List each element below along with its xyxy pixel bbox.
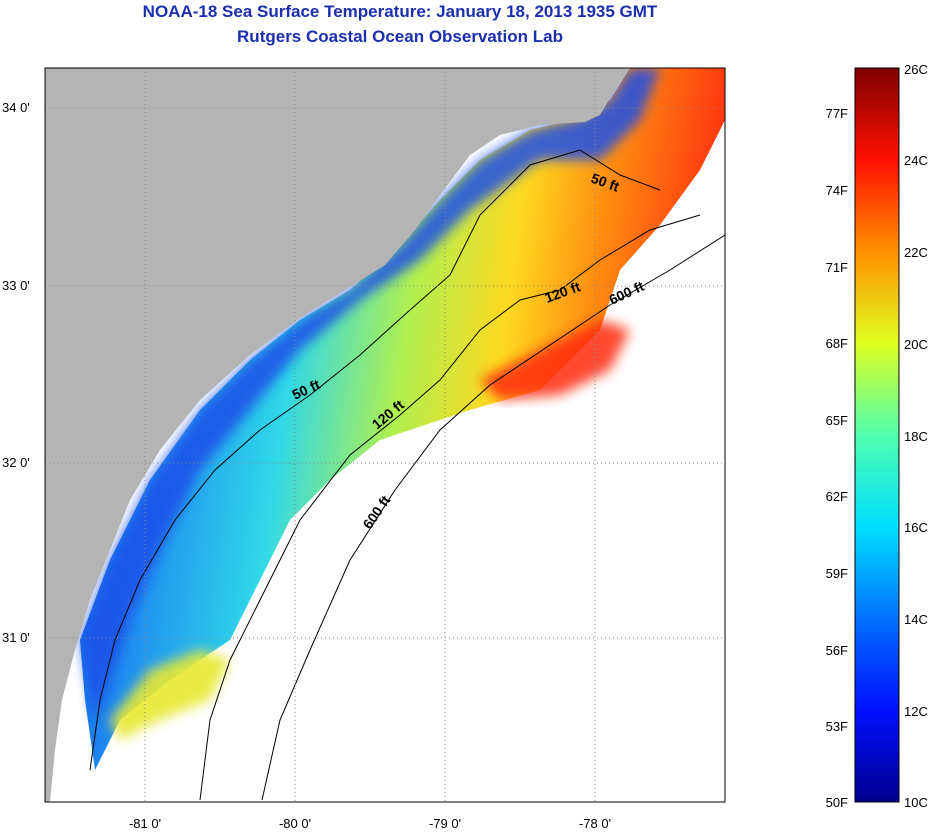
lat-label-33: 33 0' bbox=[2, 278, 30, 293]
colorbar-f-62: 62F bbox=[826, 489, 848, 504]
lat-label-32: 32 0' bbox=[2, 455, 30, 470]
colorbar-f-68: 68F bbox=[826, 336, 848, 351]
lon-label-79: -79 0' bbox=[429, 816, 461, 831]
colorbar-f-59: 59F bbox=[826, 566, 848, 581]
colorbar-f-74: 74F bbox=[826, 183, 848, 198]
colorbar-f-77: 77F bbox=[826, 106, 848, 121]
colorbar-c-18: 18C bbox=[904, 429, 928, 444]
land-mass bbox=[45, 68, 630, 802]
gulf-stream-warm-core bbox=[480, 320, 630, 400]
colorbar-c-16: 16C bbox=[904, 520, 928, 535]
colorbar-c-24: 24C bbox=[904, 153, 928, 168]
sst-field bbox=[80, 68, 725, 770]
lat-label-31: 31 0' bbox=[2, 630, 30, 645]
colorbar-f-71: 71F bbox=[826, 260, 848, 275]
colorbar-c-22: 22C bbox=[904, 245, 928, 260]
colorbar-c-14: 14C bbox=[904, 612, 928, 627]
graticule bbox=[45, 68, 725, 802]
colorbar-c-10: 10C bbox=[904, 795, 928, 810]
colorbar-c-12: 12C bbox=[904, 704, 928, 719]
map-subtitle: Rutgers Coastal Ocean Observation Lab bbox=[237, 27, 563, 46]
lon-label-78: -78 0' bbox=[579, 816, 611, 831]
contour-600ft bbox=[261, 234, 725, 801]
colorbar-c-26: 26C bbox=[904, 62, 928, 77]
colorbar-c-20: 20C bbox=[904, 337, 928, 352]
colorbar-f-50: 50F bbox=[826, 795, 848, 810]
lat-label-34: 34 0' bbox=[2, 100, 30, 115]
map-frame bbox=[44, 67, 726, 803]
colorbar bbox=[854, 67, 900, 803]
south-sst-patch bbox=[110, 650, 230, 740]
colorbar-f-56: 56F bbox=[826, 643, 848, 658]
colorbar-f-65: 65F bbox=[826, 413, 848, 428]
map-title: NOAA-18 Sea Surface Temperature: January… bbox=[142, 2, 658, 21]
contour-50ft bbox=[89, 149, 661, 771]
lon-label-81: -81 0' bbox=[129, 816, 161, 831]
lon-label-80: -80 0' bbox=[279, 816, 311, 831]
cold-nearshore-water bbox=[80, 68, 660, 720]
contour-120ft bbox=[199, 214, 701, 801]
colorbar-f-53: 53F bbox=[826, 719, 848, 734]
